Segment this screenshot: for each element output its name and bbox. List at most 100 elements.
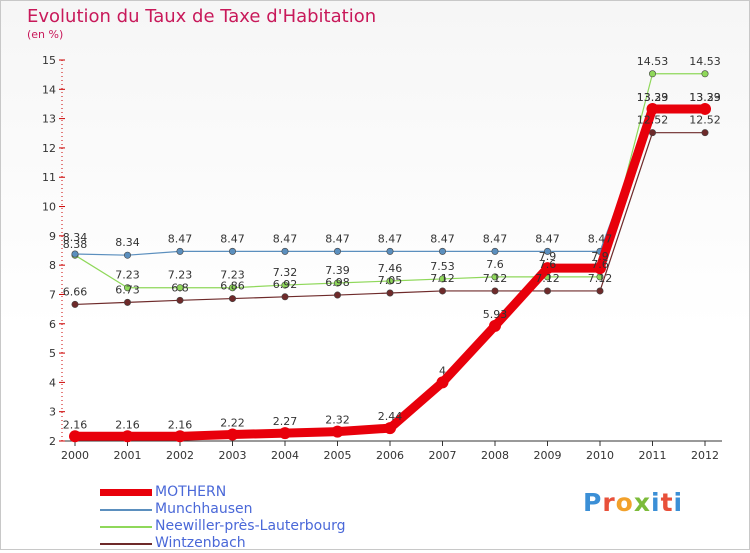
data-label: 2.16 [168,418,193,431]
data-point [281,247,289,255]
data-point [648,129,656,137]
data-label: 2.22 [220,417,245,430]
data-label: 7.9 [539,250,557,263]
data-label: 6.66 [63,285,88,298]
data-label: 8.47 [273,232,298,245]
legend-label: Neewiller-près-Lauterbourg [155,518,346,534]
legend-swatch [100,509,152,511]
data-label: 7.53 [430,260,455,273]
data-point [648,70,656,78]
data-label: 6.92 [273,278,298,291]
data-point [438,287,446,295]
y-tick-label: 13 [42,113,56,126]
data-label: 7.12 [483,272,508,285]
data-label: 13.33 [637,91,669,104]
data-label: 4 [439,364,446,377]
x-tick-label: 2002 [166,449,194,462]
data-label: 13.33 [689,91,721,104]
data-label: 7.05 [378,274,403,287]
data-point [594,262,606,275]
data-label: 8.47 [430,232,455,245]
data-point [124,284,132,292]
data-label: 2.27 [273,415,298,428]
series-wintzenbach [71,129,709,308]
y-tick-label: 11 [42,171,56,184]
data-point [386,247,394,255]
data-point [279,427,291,440]
chart-title: Evolution du Taux de Taxe d'Habitation [27,6,377,27]
data-label: 8.47 [483,232,508,245]
data-point [384,422,396,435]
y-tick-label: 2 [49,435,56,448]
data-label: 8.38 [63,238,88,251]
x-tick-label: 2004 [271,449,299,462]
data-point [541,262,554,275]
data-point [281,281,289,289]
data-label: 6.73 [115,283,140,296]
data-label: 8.47 [535,232,560,245]
x-tick-label: 2007 [429,449,457,462]
data-point [229,284,237,292]
data-point [229,247,237,255]
x-tick-label: 2012 [691,449,719,462]
data-label: 7.9 [591,250,609,263]
data-label: 2.16 [63,418,88,431]
data-point [701,129,709,137]
legend-swatch [100,543,152,545]
data-label: 6.98 [325,276,350,289]
data-point [176,296,184,304]
data-labels: 2.16 2.16 2.16 2.22 2.27 2.32 2.44 4 5.93 7.9 7.9 1… [63,55,721,432]
data-label: 14.53 [689,55,721,68]
data-label: 7.23 [220,269,245,282]
data-label: 7.32 [273,266,298,279]
data-point [124,251,132,259]
legend-label: Munchhausen [155,501,253,517]
data-label: 6.8 [171,281,189,294]
data-label: 7.12 [535,272,560,285]
data-label: 8.47 [168,232,193,245]
data-label: 2.44 [378,410,403,423]
data-point [491,247,499,255]
data-point [229,295,237,303]
x-tick-label: 2006 [376,449,404,462]
data-point [176,247,184,255]
data-point [281,293,289,301]
data-point [71,300,79,308]
data-point [646,102,659,115]
data-point [176,284,184,292]
data-label: 8.34 [63,231,88,244]
y-tick-label: 9 [49,230,56,243]
data-label: 12.52 [689,114,721,127]
legend-label: MOTHERN [155,484,227,500]
data-label: 6.86 [220,280,245,293]
data-label: 8.47 [378,232,403,245]
data-label: 7.23 [115,269,140,282]
data-label: 7.12 [588,272,613,285]
series-mothern [69,102,711,443]
data-point [333,279,341,287]
data-point [69,430,81,443]
data-label: 8.47 [220,232,245,245]
y-tick-label: 14 [42,83,56,96]
data-label: 8.47 [325,232,350,245]
data-point [71,250,79,258]
data-label: 7.6 [486,258,504,271]
data-label: 2.16 [115,418,140,431]
x-tick-label: 2010 [586,449,614,462]
y-tick-label: 5 [49,347,56,360]
y-tick-label: 4 [49,376,56,389]
x-tick-label: 2008 [481,449,509,462]
data-label: 13.29 [689,91,721,104]
data-point [121,430,134,443]
data-point [701,70,709,78]
data-label: 7.46 [378,262,403,275]
data-point [491,287,499,295]
data-label: 7.23 [168,269,193,282]
series-neewiller-pr-s-lauterbourg [71,70,709,292]
data-point [489,319,501,332]
series-line [74,73,706,289]
chart-subtitle: (en %) [27,28,64,41]
data-label: 5.93 [483,308,508,321]
legend-swatch [100,489,152,496]
